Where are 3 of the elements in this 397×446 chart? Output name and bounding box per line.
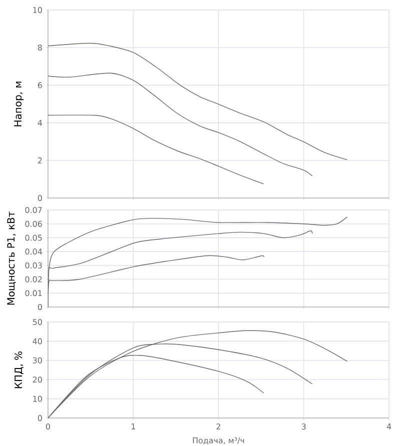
y-axis-title: Напор, м — [14, 82, 24, 126]
y-axis-title: Мощность P1, кВт — [7, 212, 16, 305]
y-axis-title: КПД, % — [14, 351, 24, 388]
